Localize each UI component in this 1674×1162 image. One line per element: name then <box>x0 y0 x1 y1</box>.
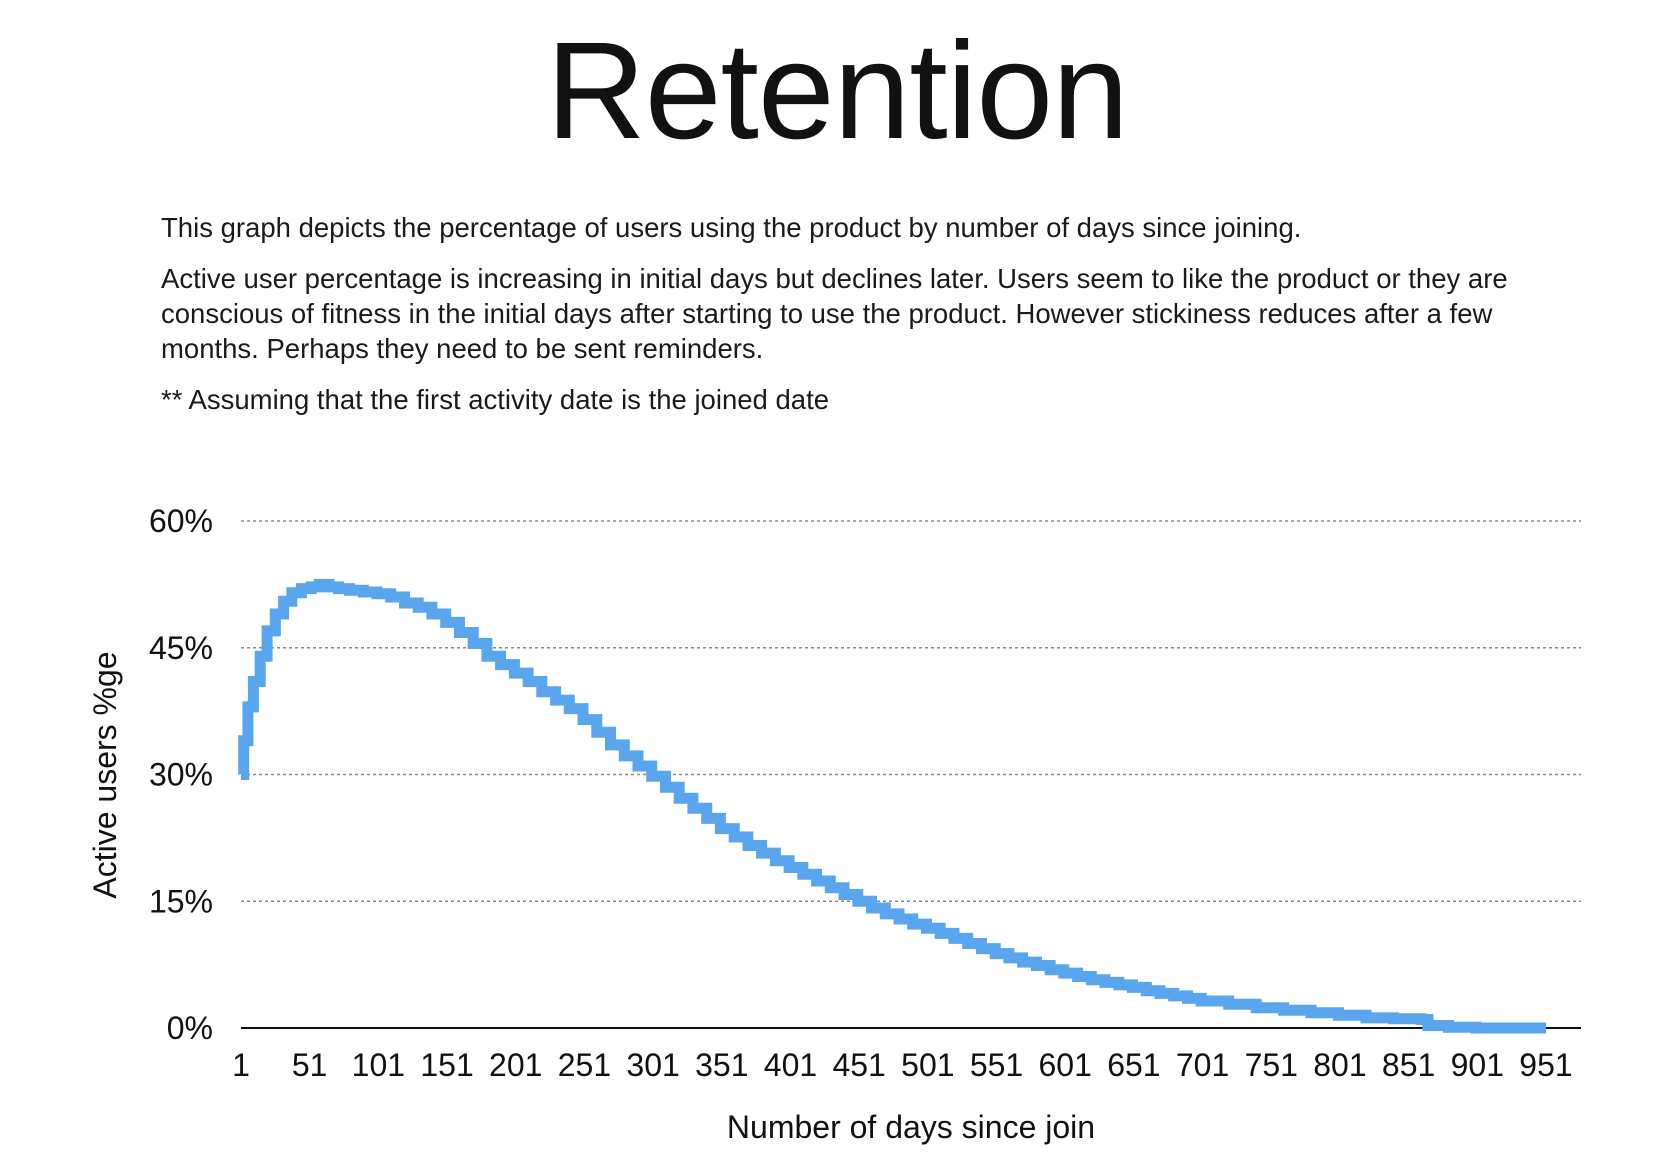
y-tick-label: 0% <box>167 1010 213 1046</box>
x-tick-label: 251 <box>558 1047 611 1083</box>
y-tick-label: 15% <box>149 883 213 919</box>
x-tick-label: 551 <box>970 1047 1023 1083</box>
x-tick-label: 351 <box>695 1047 748 1083</box>
y-tick-label: 30% <box>149 757 213 793</box>
series-layer <box>238 578 1546 1034</box>
x-tick-label: 701 <box>1176 1047 1229 1083</box>
y-tick-labels: 0% 15% 30% 45% 60% <box>149 503 213 1046</box>
page-title: Retention <box>546 14 1129 168</box>
retention-series-line <box>238 578 1546 1034</box>
description: This graph depicts the percentage of use… <box>161 210 1581 433</box>
x-tick-label: 901 <box>1451 1047 1504 1083</box>
x-axis-title: Number of days since join <box>727 1109 1095 1145</box>
x-tick-label: 501 <box>901 1047 954 1083</box>
description-paragraph-1: This graph depicts the percentage of use… <box>161 212 1302 243</box>
x-tick-label: 651 <box>1107 1047 1160 1083</box>
x-tick-label: 51 <box>292 1047 328 1083</box>
x-tick-label: 851 <box>1382 1047 1435 1083</box>
description-paragraph-2: Active user percentage is increasing in … <box>161 263 1508 364</box>
grid-lines <box>241 520 1581 902</box>
x-tick-label: 101 <box>352 1047 405 1083</box>
x-tick-label: 751 <box>1245 1047 1298 1083</box>
y-tick-label: 60% <box>149 503 213 539</box>
x-tick-label: 151 <box>420 1047 473 1083</box>
x-tick-label: 601 <box>1039 1047 1092 1083</box>
x-tick-label: 401 <box>764 1047 817 1083</box>
x-tick-labels: 1 51 101 151 201 251 301 351 401 451 501 551 601 651 7… <box>232 1047 1573 1083</box>
x-tick-label: 451 <box>832 1047 885 1083</box>
x-tick-label: 201 <box>489 1047 542 1083</box>
description-footnote: ** Assuming that the first activity date… <box>161 384 830 415</box>
x-tick-label: 801 <box>1313 1047 1366 1083</box>
x-tick-label: 1 <box>232 1047 250 1083</box>
x-tick-label: 301 <box>626 1047 679 1083</box>
x-tick-label: 951 <box>1519 1047 1572 1083</box>
y-axis-title: Active users %ge <box>87 651 123 898</box>
y-tick-label: 45% <box>149 630 213 666</box>
